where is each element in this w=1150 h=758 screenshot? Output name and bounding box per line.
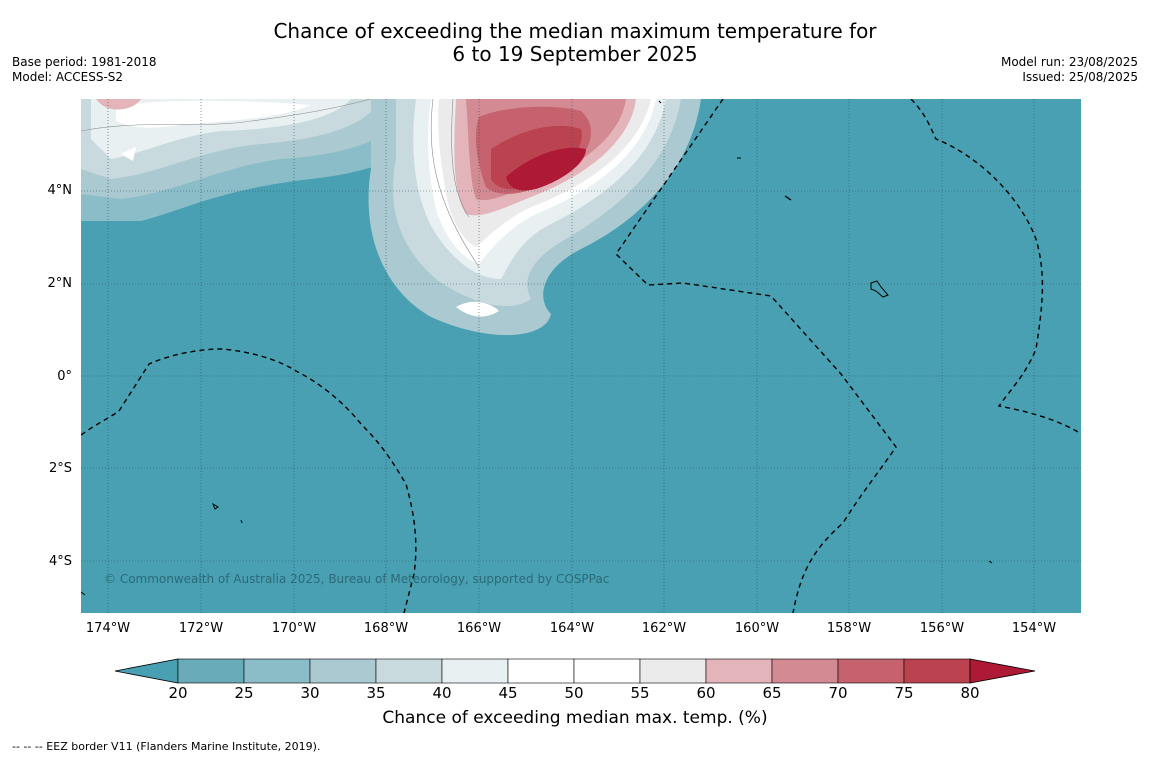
upper-left-contours xyxy=(81,99,441,221)
colorbar-tick-label: 70 xyxy=(828,684,848,702)
colorbar-extend-low xyxy=(114,658,179,684)
colorbar-tick-label: 20 xyxy=(168,684,188,702)
colorbar-tick-label: 35 xyxy=(366,684,386,702)
colorbar-tick-label: 55 xyxy=(630,684,650,702)
colorbar-tick-label: 65 xyxy=(762,684,782,702)
eez-border-note: -- -- -- EEZ border V11 (Flanders Marine… xyxy=(12,740,321,753)
colorbar-tick-label: 60 xyxy=(696,684,716,702)
lon-label: 170°W xyxy=(271,621,317,636)
colorbar-extend-high xyxy=(969,658,1036,684)
colorbar-segment xyxy=(441,658,509,684)
model-name-text: Model: ACCESS-S2 xyxy=(12,70,124,84)
lat-label: 0° xyxy=(57,369,72,384)
colorbar-tick-label: 40 xyxy=(432,684,452,702)
lon-label: 164°W xyxy=(549,621,595,636)
lon-label: 162°W xyxy=(641,621,687,636)
model-run-text: Model run: 23/08/2025 xyxy=(1000,55,1138,69)
contour-lines xyxy=(81,99,480,268)
colorbar-segment xyxy=(507,658,575,684)
colorbar-segment xyxy=(375,658,443,684)
lon-label: 168°W xyxy=(363,621,409,636)
colorbar-segment xyxy=(309,658,377,684)
warm-anomaly-contours xyxy=(454,99,636,216)
islands xyxy=(81,100,993,596)
colorbar xyxy=(114,658,1036,684)
lon-label: 158°W xyxy=(826,621,872,636)
colorbar-segment xyxy=(243,658,311,684)
colorbar-tick-label: 30 xyxy=(300,684,320,702)
colorbar-label: Chance of exceeding median max. temp. (%… xyxy=(382,708,768,728)
colorbar-tick-label: 80 xyxy=(960,684,980,702)
lat-label: 2°N xyxy=(47,276,73,291)
colorbar-tick-label: 75 xyxy=(894,684,914,702)
colorbar-segment xyxy=(837,658,905,684)
colorbar-segment xyxy=(639,658,707,684)
colorbar-segment xyxy=(771,658,839,684)
copyright-notice: © Commonwealth of Australia 2025, Bureau… xyxy=(104,572,610,586)
colorbar-tick-label: 50 xyxy=(564,684,584,702)
lon-label: 172°W xyxy=(178,621,224,636)
colorbar-segment xyxy=(903,658,971,684)
colorbar-segment xyxy=(177,658,245,684)
issued-date-text: Issued: 25/08/2025 xyxy=(1022,70,1138,84)
lat-label: 4°S xyxy=(48,554,72,569)
lon-label: 156°W xyxy=(919,621,965,636)
colorbar-tick-label: 45 xyxy=(498,684,518,702)
base-period-text: Base period: 1981-2018 xyxy=(12,55,157,69)
map-title-line-1: Chance of exceeding the median maximum t… xyxy=(273,19,877,43)
lon-label: 154°W xyxy=(1011,621,1057,636)
lat-label: 2°S xyxy=(48,461,72,476)
probability-map xyxy=(81,99,1081,613)
lon-label: 160°W xyxy=(734,621,780,636)
lat-label: 4°N xyxy=(47,183,73,198)
colorbar-tick-label: 25 xyxy=(234,684,254,702)
map-title-line-2: 6 to 19 September 2025 xyxy=(452,42,698,66)
colorbar-segment xyxy=(573,658,641,684)
lon-label: 174°W xyxy=(85,621,131,636)
lon-label: 166°W xyxy=(456,621,502,636)
colorbar-segment xyxy=(705,658,773,684)
eez-borders xyxy=(81,99,1079,613)
